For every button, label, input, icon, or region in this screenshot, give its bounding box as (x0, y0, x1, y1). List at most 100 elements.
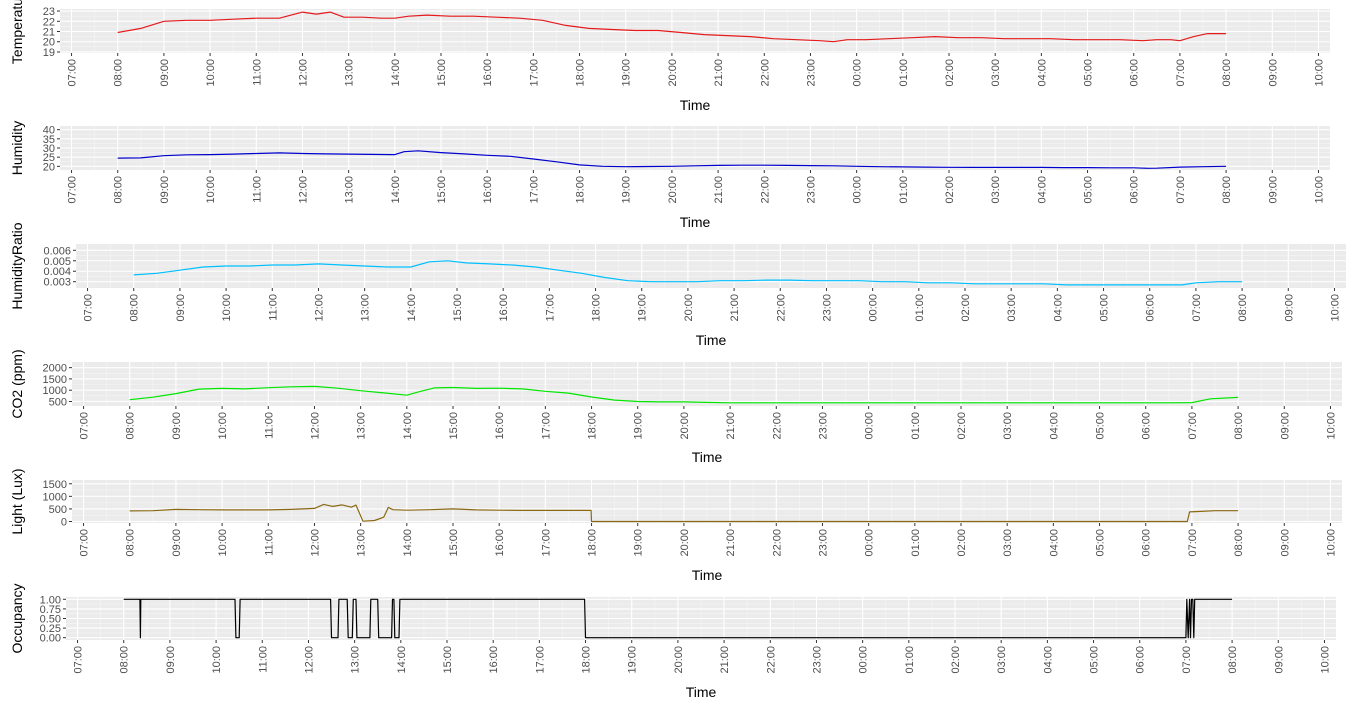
series-line (133, 260, 1243, 286)
x-tick-label: 14:00 (396, 646, 408, 674)
x-tick-label: 12:00 (297, 176, 309, 204)
x-tick-label: 07:00 (67, 176, 79, 204)
series-line (117, 150, 1227, 169)
x-tick-label: 23:00 (821, 294, 833, 322)
panel-1: 07:00 08:00 09:00 10:00 11:00 12:00 13:00 14:00… (9, 0, 1330, 113)
x-tick-label: 14:00 (402, 529, 414, 557)
x-tick-label: 07:00 (79, 529, 91, 557)
x-tick-label: 20:00 (667, 176, 679, 204)
x-axis-title: Time (680, 214, 711, 230)
x-tick-label: 08:00 (113, 59, 125, 87)
x-tick-label: 15:00 (448, 529, 460, 557)
x-tick-label: 22:00 (771, 529, 783, 557)
y-tick-label: 23 (43, 6, 55, 18)
x-tick-label: 06:00 (1145, 294, 1157, 322)
x-tick-label: 18:00 (575, 176, 587, 204)
x-tick-label: 07:00 (83, 294, 95, 322)
x-tick-label: 21:00 (725, 412, 737, 440)
x-tick-label: 09:00 (159, 176, 171, 204)
x-tick-label: 07:00 (67, 59, 79, 87)
x-tick-label: 00:00 (864, 412, 876, 440)
x-tick-label: 04:00 (1042, 646, 1054, 674)
x-tick-label: 11:00 (263, 529, 275, 556)
x-tick-label: 02:00 (944, 176, 956, 204)
x-tick-label: 23:00 (817, 412, 829, 440)
x-tick-label: 21:00 (725, 529, 737, 557)
x-tick-label: 07:00 (1187, 529, 1199, 557)
x-tick-label: 19:00 (621, 176, 633, 204)
x-axis-title: Time (692, 567, 723, 583)
x-tick-label: 11:00 (251, 176, 263, 203)
x-tick-label: 01:00 (904, 646, 916, 674)
x-tick-label: 01:00 (898, 59, 910, 87)
y-tick-label: 1.00 (40, 594, 61, 606)
series-line (123, 598, 1233, 639)
x-tick-label: 17:00 (544, 294, 556, 322)
x-tick-label: 06:00 (1141, 529, 1153, 557)
x-tick-label: 22:00 (765, 646, 777, 674)
y-tick-label: 0.006 (43, 245, 71, 257)
x-tick-label: 03:00 (1002, 412, 1014, 440)
y-tick-label: 19 (43, 47, 55, 59)
x-tick-label: 12:00 (297, 59, 309, 87)
x-tick-label: 09:00 (1279, 412, 1291, 440)
y-tick-label: 0.003 (43, 277, 71, 289)
x-tick-label: 06:00 (1135, 646, 1147, 674)
x-tick-label: 02:00 (950, 646, 962, 674)
x-tick-label: 20:00 (683, 294, 695, 322)
x-tick-label: 23:00 (817, 529, 829, 557)
x-tick-label: 08:00 (119, 646, 131, 674)
x-tick-label: 22:00 (775, 294, 787, 322)
x-tick-label: 01:00 (910, 412, 922, 440)
y-tick-label: 20 (43, 161, 55, 173)
x-tick-label: 23:00 (811, 646, 823, 674)
x-tick-label: 09:00 (171, 412, 183, 440)
x-tick-label: 03:00 (1002, 529, 1014, 557)
x-tick-label: 20:00 (673, 646, 685, 674)
x-tick-label: 15:00 (442, 646, 454, 674)
x-tick-label: 13:00 (360, 294, 372, 322)
x-tick-label: 11:00 (251, 59, 263, 86)
x-tick-label: 04:00 (1036, 59, 1048, 87)
x-tick-label: 22:00 (759, 59, 771, 87)
x-tick-label: 12:00 (303, 646, 315, 674)
y-tick-label: 40 (43, 125, 55, 137)
x-tick-label: 04:00 (1036, 176, 1048, 204)
x-tick-label: 12:00 (313, 294, 325, 322)
y-axis-title: HumidityRatio (9, 222, 25, 309)
x-tick-label: 13:00 (356, 529, 368, 557)
x-tick-label: 19:00 (627, 646, 639, 674)
x-tick-label: 16:00 (482, 59, 494, 87)
y-axis-title: Temperatu (9, 0, 25, 64)
x-tick-label: 07:00 (79, 412, 91, 440)
x-tick-label: 21:00 (729, 294, 741, 322)
x-tick-label: 07:00 (1187, 412, 1199, 440)
x-tick-label: 01:00 (910, 529, 922, 557)
x-tick-label: 21:00 (713, 59, 725, 87)
x-tick-label: 02:00 (956, 412, 968, 440)
x-tick-label: 07:00 (1181, 646, 1193, 674)
y-axis-title: Humidity (9, 121, 25, 175)
x-tick-label: 04:00 (1048, 412, 1060, 440)
x-tick-label: 13:00 (356, 412, 368, 440)
y-tick-label: 2000 (43, 363, 67, 375)
x-tick-label: 02:00 (944, 59, 956, 87)
series-line (129, 385, 1239, 404)
x-tick-label: 10:00 (217, 412, 229, 440)
x-tick-label: 09:00 (171, 529, 183, 557)
x-tick-label: 17:00 (528, 176, 540, 204)
x-tick-label: 14:00 (406, 294, 418, 322)
x-axis-title: Time (680, 97, 711, 113)
x-tick-label: 05:00 (1083, 59, 1095, 87)
y-tick-label: 0.50 (40, 614, 61, 626)
y-tick-label: 22 (43, 16, 55, 28)
x-tick-label: 15:00 (436, 59, 448, 87)
x-tick-label: 08:00 (1221, 176, 1233, 204)
y-tick-label: 0.25 (40, 623, 61, 635)
x-tick-label: 00:00 (868, 294, 880, 322)
x-tick-label: 08:00 (129, 294, 141, 322)
x-tick-label: 11:00 (257, 646, 269, 673)
x-tick-label: 23:00 (805, 176, 817, 204)
panel-6: 07:00 08:00 09:00 10:00 11:00 12:00 13:00 14:00… (9, 583, 1336, 700)
